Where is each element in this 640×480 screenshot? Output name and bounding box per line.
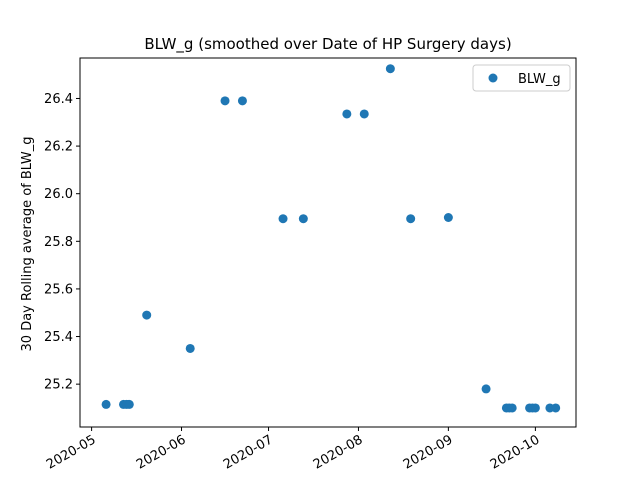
data-point <box>385 64 395 74</box>
plot-frame <box>79 57 577 428</box>
y-tick-label: 26.0 <box>44 187 73 202</box>
y-tick-label: 25.8 <box>44 235 73 250</box>
data-point <box>298 214 308 224</box>
data-point <box>278 214 288 224</box>
data-point <box>406 214 416 224</box>
data-point <box>443 213 453 223</box>
data-point <box>530 403 540 413</box>
y-tick-label: 25.4 <box>44 330 73 345</box>
legend-box <box>472 64 571 92</box>
data-point <box>142 310 152 320</box>
y-tick-label: 25.6 <box>44 282 73 297</box>
legend-label: BLW_g <box>518 72 561 87</box>
y-tick-label: 26.4 <box>44 92 73 107</box>
data-points <box>101 64 561 413</box>
legend-marker <box>488 73 498 83</box>
y-tick-label: 26.2 <box>44 140 73 155</box>
data-point <box>342 109 352 119</box>
data-point <box>124 399 134 409</box>
data-point <box>359 109 369 119</box>
y-axis-label: 30 Day Rolling average of BLW_g <box>20 137 35 352</box>
data-point <box>237 96 247 106</box>
data-point <box>507 403 517 413</box>
data-point <box>481 384 491 394</box>
data-point <box>220 96 230 106</box>
data-point <box>185 343 195 353</box>
legend: BLW_g <box>472 64 571 92</box>
data-point <box>551 403 561 413</box>
data-point <box>101 399 111 409</box>
y-tick-label: 25.2 <box>44 378 73 393</box>
y-axis: 25.2 25.4 25.6 25.8 26.0 26.2 26.4 <box>44 92 80 393</box>
chart-title: BLW_g (smoothed over Date of HP Surgery … <box>144 35 511 54</box>
